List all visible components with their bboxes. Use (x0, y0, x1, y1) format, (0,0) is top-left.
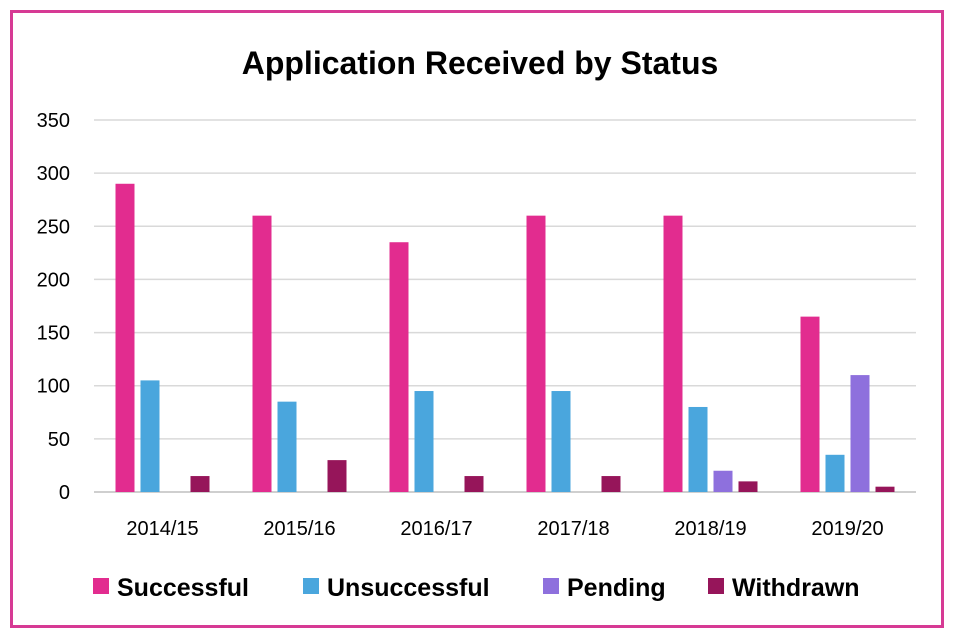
bar-successful-2018-19 (663, 215, 683, 492)
x-tick-label: 2018/19 (674, 518, 746, 540)
y-tick-label: 200 (37, 269, 70, 291)
x-tick-label: 2014/15 (126, 518, 198, 540)
x-tick-label: 2017/18 (537, 518, 609, 540)
y-tick-label: 50 (48, 429, 70, 451)
y-axis-ticks: 0 50 100 150 200 250 300 350 (37, 110, 70, 504)
bar-withdrawn-2015-16 (327, 460, 347, 492)
bar-unsuccessful-2019-20 (825, 454, 845, 492)
bar-pending-2019-20 (850, 375, 870, 492)
chart-title: Application Received by Status (242, 45, 719, 81)
legend-swatch-pending (543, 578, 559, 594)
y-tick-label: 250 (37, 216, 70, 238)
bar-withdrawn-2019-20 (875, 486, 895, 492)
bar-unsuccessful-2015-16 (277, 401, 297, 492)
legend-swatch-unsuccessful (303, 578, 319, 594)
x-tick-label: 2015/16 (263, 518, 335, 540)
legend-label-successful: Successful (117, 574, 249, 602)
legend-label-pending: Pending (567, 574, 666, 602)
bar-successful-2015-16 (252, 215, 272, 492)
bar-successful-2019-20 (800, 316, 820, 492)
bar-withdrawn-2016-17 (464, 476, 484, 492)
bar-successful-2017-18 (526, 215, 546, 492)
x-axis-ticks: 2014/15 2015/16 2016/17 2017/18 2018/19 2019/… (126, 518, 883, 540)
bar-withdrawn-2017-18 (601, 476, 621, 492)
bar-unsuccessful-2017-18 (551, 391, 571, 492)
bar-withdrawn-2018-19 (738, 481, 758, 492)
y-tick-label: 150 (37, 323, 70, 345)
y-tick-label: 350 (37, 110, 70, 132)
legend-swatch-successful (93, 578, 109, 594)
legend-label-withdrawn: Withdrawn (732, 574, 860, 602)
gridlines (94, 119, 916, 493)
x-tick-label: 2016/17 (400, 518, 472, 540)
bars (115, 183, 895, 492)
bar-unsuccessful-2016-17 (414, 391, 434, 492)
bar-unsuccessful-2018-19 (688, 406, 708, 492)
legend-label-unsuccessful: Unsuccessful (327, 574, 490, 602)
y-tick-label: 300 (37, 163, 70, 185)
legend-swatch-withdrawn (708, 578, 724, 594)
y-tick-label: 100 (37, 376, 70, 398)
bar-successful-2016-17 (389, 242, 409, 492)
bar-successful-2014-15 (115, 183, 135, 492)
chart-frame (10, 10, 944, 628)
legend: Successful Unsuccessful Pending Withdrawn (93, 574, 860, 602)
bar-pending-2018-19 (713, 470, 733, 492)
bar-withdrawn-2014-15 (190, 476, 210, 492)
x-tick-label: 2019/20 (811, 518, 883, 540)
y-tick-label: 0 (59, 482, 70, 504)
bar-unsuccessful-2014-15 (140, 380, 160, 492)
